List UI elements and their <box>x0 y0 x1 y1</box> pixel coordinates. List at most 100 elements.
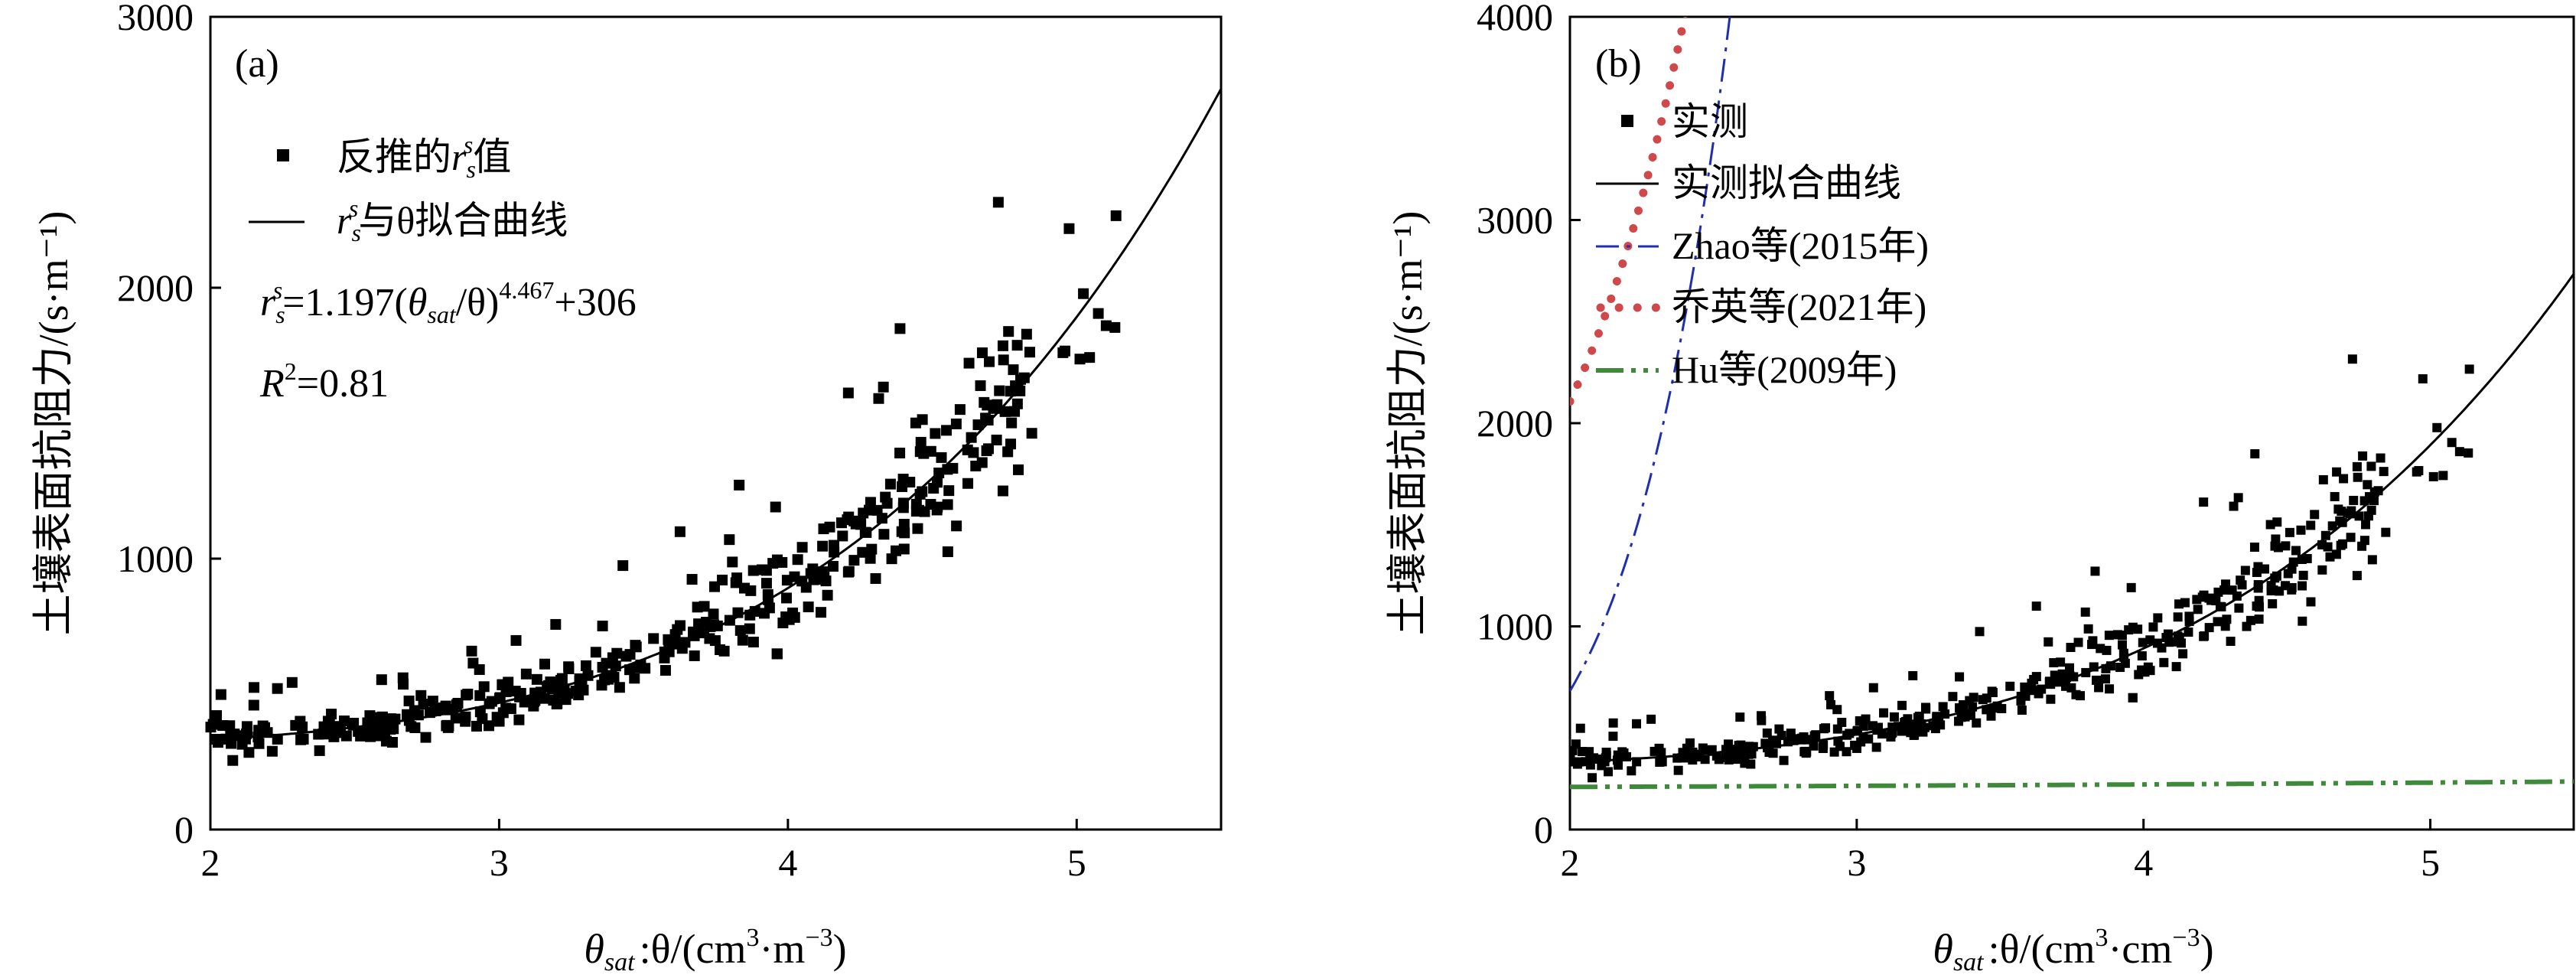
scatter-point <box>2454 447 2464 457</box>
scatter-point <box>1627 766 1636 776</box>
scatter-point <box>2349 495 2359 505</box>
panel-b: 2 3 4 5 0 1000 2000 3000 4000 (b) 实测 实测拟合曲线 Zha… <box>1385 0 2575 976</box>
scatter-point <box>1975 627 1985 637</box>
scatter-point <box>562 688 574 699</box>
scatter-point <box>771 554 783 566</box>
scatter-point <box>982 443 994 455</box>
scatter-point <box>943 485 955 497</box>
scatter-point <box>2180 598 2190 608</box>
scatter-point <box>817 566 829 578</box>
scatter-point <box>2317 565 2327 575</box>
scatter-point <box>629 673 640 684</box>
panel-b-legend-zhao: Zhao等(2015年) <box>1672 224 1929 267</box>
scatter-point <box>2298 570 2308 580</box>
scatter-point <box>2327 521 2337 531</box>
scatter-point <box>1570 748 1575 758</box>
scatter-point <box>897 481 908 492</box>
scatter-point <box>1714 755 1724 764</box>
scatter-point <box>461 689 472 701</box>
scatter-point <box>1855 716 1865 725</box>
scatter-point <box>531 673 542 685</box>
scatter-point <box>2346 533 2356 543</box>
scatter-point <box>817 540 829 552</box>
scatter-point <box>898 518 910 530</box>
scatter-point <box>1796 733 1806 743</box>
scatter-point <box>2285 527 2294 537</box>
scatter-point <box>467 657 479 669</box>
scatter-point <box>2318 474 2328 484</box>
scatter-point <box>1608 718 1618 728</box>
scatter-point <box>2352 461 2362 471</box>
scatter-point <box>2104 631 2114 641</box>
x-tick-label: 3 <box>490 841 509 884</box>
scatter-point <box>1871 742 1881 752</box>
scatter-point <box>2464 364 2474 374</box>
panel-b-legend-measured: 实测 <box>1672 100 1748 143</box>
scatter-point <box>1889 712 1899 722</box>
scatter-point <box>2222 615 2232 624</box>
scatter-point <box>552 698 563 709</box>
x-tick-label: 2 <box>1561 841 1580 884</box>
scatter-point <box>2281 541 2291 551</box>
scatter-point <box>1060 345 1071 357</box>
scatter-point <box>2347 354 2357 364</box>
scatter-point <box>1767 735 1777 745</box>
scatter-point <box>2325 552 2335 562</box>
scatter-point <box>1776 731 1786 741</box>
scatter-point <box>2199 497 2209 507</box>
scatter-point <box>842 566 854 578</box>
scatter-point <box>2428 471 2438 481</box>
scatter-point <box>272 683 283 694</box>
scatter-point <box>951 520 962 532</box>
scatter-point <box>2229 501 2239 511</box>
scatter-point <box>2066 683 2076 693</box>
scatter-point <box>878 381 889 393</box>
scatter-point <box>1910 730 1920 740</box>
scatter-point <box>2254 595 2264 605</box>
scatter-point <box>205 722 217 733</box>
scatter-point <box>998 354 1009 366</box>
scatter-point <box>1683 743 1693 753</box>
scatter-point <box>2046 694 2056 704</box>
scatter-point <box>708 581 720 592</box>
scatter-point <box>597 621 608 632</box>
scatter-point <box>339 716 350 727</box>
panel-b-x-axis-label: θsat:θ/(cm3·cm−3) <box>1933 924 2213 976</box>
scatter-point <box>1617 747 1627 757</box>
scatter-point <box>2087 640 2097 650</box>
scatter-point <box>2283 569 2293 579</box>
scatter-point <box>1006 417 1018 429</box>
panel-a: 2 3 4 5 0 1000 2000 3000 (a) 反推的rss值 rss与θ拟合曲线… <box>31 0 1223 976</box>
scatter-point <box>822 589 833 601</box>
scatter-point <box>483 720 494 732</box>
scatter-point <box>992 197 1004 208</box>
scatter-point <box>1008 364 1019 376</box>
scatter-point <box>1779 755 1789 765</box>
scatter-point <box>272 733 283 745</box>
scatter-point <box>295 734 307 745</box>
scatter-point <box>590 647 601 658</box>
scatter-point <box>994 385 1005 396</box>
scatter-point <box>1575 723 1585 733</box>
scatter-point <box>227 755 239 766</box>
panel-b-x-ticks: 2 3 4 5 <box>1561 819 2440 884</box>
scatter-point <box>894 447 906 458</box>
scatter-point <box>478 681 490 693</box>
y-tick-label: 1000 <box>1477 605 1553 648</box>
scatter-point <box>630 640 641 651</box>
scatter-point <box>2447 438 2457 448</box>
scatter-point <box>2017 705 2027 715</box>
scatter-point <box>2153 613 2163 623</box>
scatter-point <box>376 711 388 722</box>
scatter-point <box>520 668 532 680</box>
scatter-point <box>2236 575 2245 585</box>
scatter-point <box>290 719 301 731</box>
scatter-point <box>1110 210 1122 221</box>
scatter-point <box>510 634 522 646</box>
scatter-point <box>2296 525 2306 535</box>
scatter-point <box>2128 622 2138 632</box>
panel-b-legend-fit: 实测拟合曲线 <box>1672 161 1901 204</box>
scatter-point <box>942 499 953 510</box>
scatter-point <box>2213 617 2223 627</box>
scatter-point <box>1842 747 1851 757</box>
